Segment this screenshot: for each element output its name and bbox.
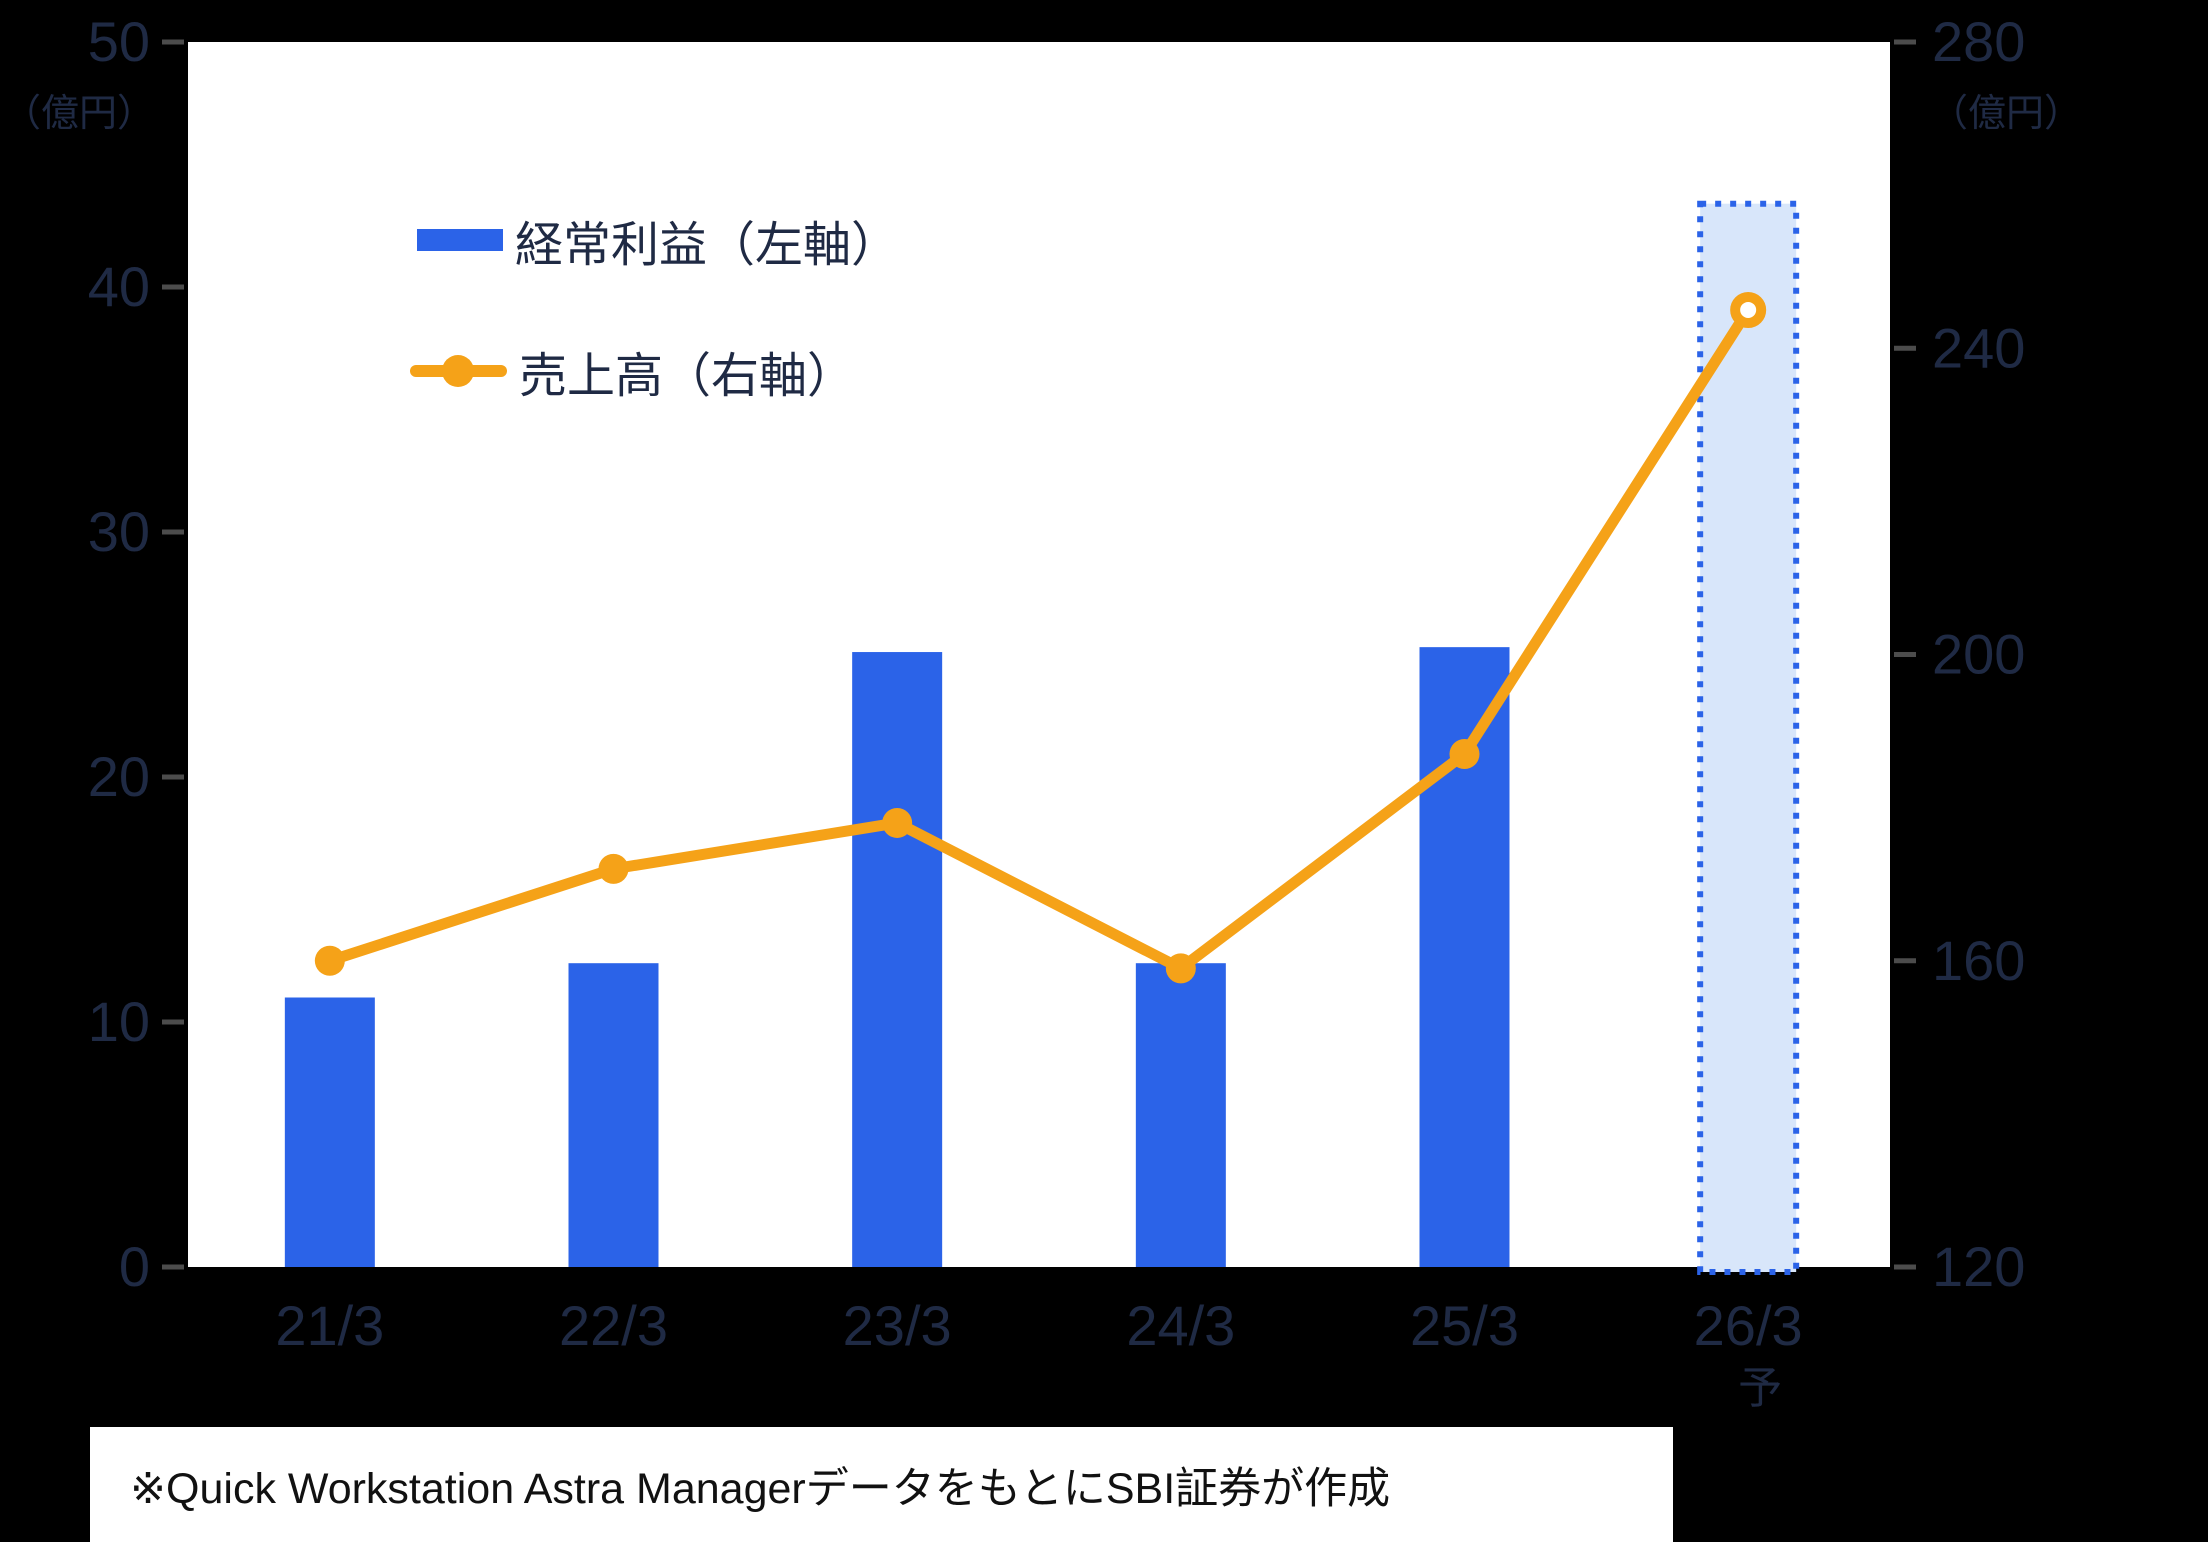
profit-bar (284, 997, 375, 1267)
left-axis-unit-label: （億円） (3, 93, 155, 135)
left-axis-tick-label: 0 (119, 1235, 150, 1298)
forecast-suffix-label: 予 (1738, 1364, 1782, 1413)
right-axis-tick-label: 280 (1932, 10, 2025, 73)
x-axis-label: 22/3 (559, 1294, 668, 1357)
legend-label-profit: 経常利益（左軸） (515, 219, 900, 272)
bar-swatch-icon (417, 229, 503, 251)
left-axis-tick-label: 30 (88, 500, 150, 563)
left-axis-tick-label: 50 (88, 10, 150, 73)
source-note-text: ※Quick Workstation Astra ManagerデータをもとにS… (130, 1464, 1391, 1513)
revenue-line (324, 304, 1754, 974)
profit-bar (568, 963, 659, 1267)
left-axis-tick-label: 40 (88, 255, 150, 318)
revenue-point (882, 807, 913, 838)
legend-item-profit: 経常利益（左軸） (417, 205, 899, 275)
revenue-point (598, 853, 629, 884)
revenue-point (1449, 739, 1480, 770)
x-axis-label: 24/3 (1126, 1294, 1235, 1357)
x-axis-label: 23/3 (843, 1294, 952, 1357)
left-axis-tick-label: 10 (88, 990, 150, 1053)
x-axis-label: 25/3 (1410, 1294, 1519, 1357)
x-axis-label: 26/3 (1694, 1294, 1803, 1357)
right-axis-tick-label: 200 (1932, 623, 2025, 686)
right-axis-tick-label: 160 (1932, 929, 2025, 992)
right-axis-unit-label: （億円） (1930, 93, 2082, 135)
legend-label-revenue: 売上高（右軸） (519, 350, 856, 403)
revenue-point (1165, 953, 1196, 984)
left-axis-tick-label: 20 (88, 745, 150, 808)
right-axis-tick-label: 240 (1932, 316, 2025, 379)
revenue-point (314, 945, 345, 976)
x-axis-label: 21/3 (275, 1294, 384, 1357)
source-note-box: ※Quick Workstation Astra ManagerデータをもとにS… (90, 1427, 1673, 1542)
profit-bar (852, 652, 943, 1267)
profit-bar (1135, 963, 1226, 1267)
right-axis-tick-label: 120 (1932, 1235, 2025, 1298)
line-dot-swatch-icon (410, 355, 507, 387)
forecast-bar (1697, 200, 1800, 1276)
revenue-point-forecast (1730, 291, 1767, 328)
legend-item-revenue: 売上高（右軸） (410, 336, 855, 406)
